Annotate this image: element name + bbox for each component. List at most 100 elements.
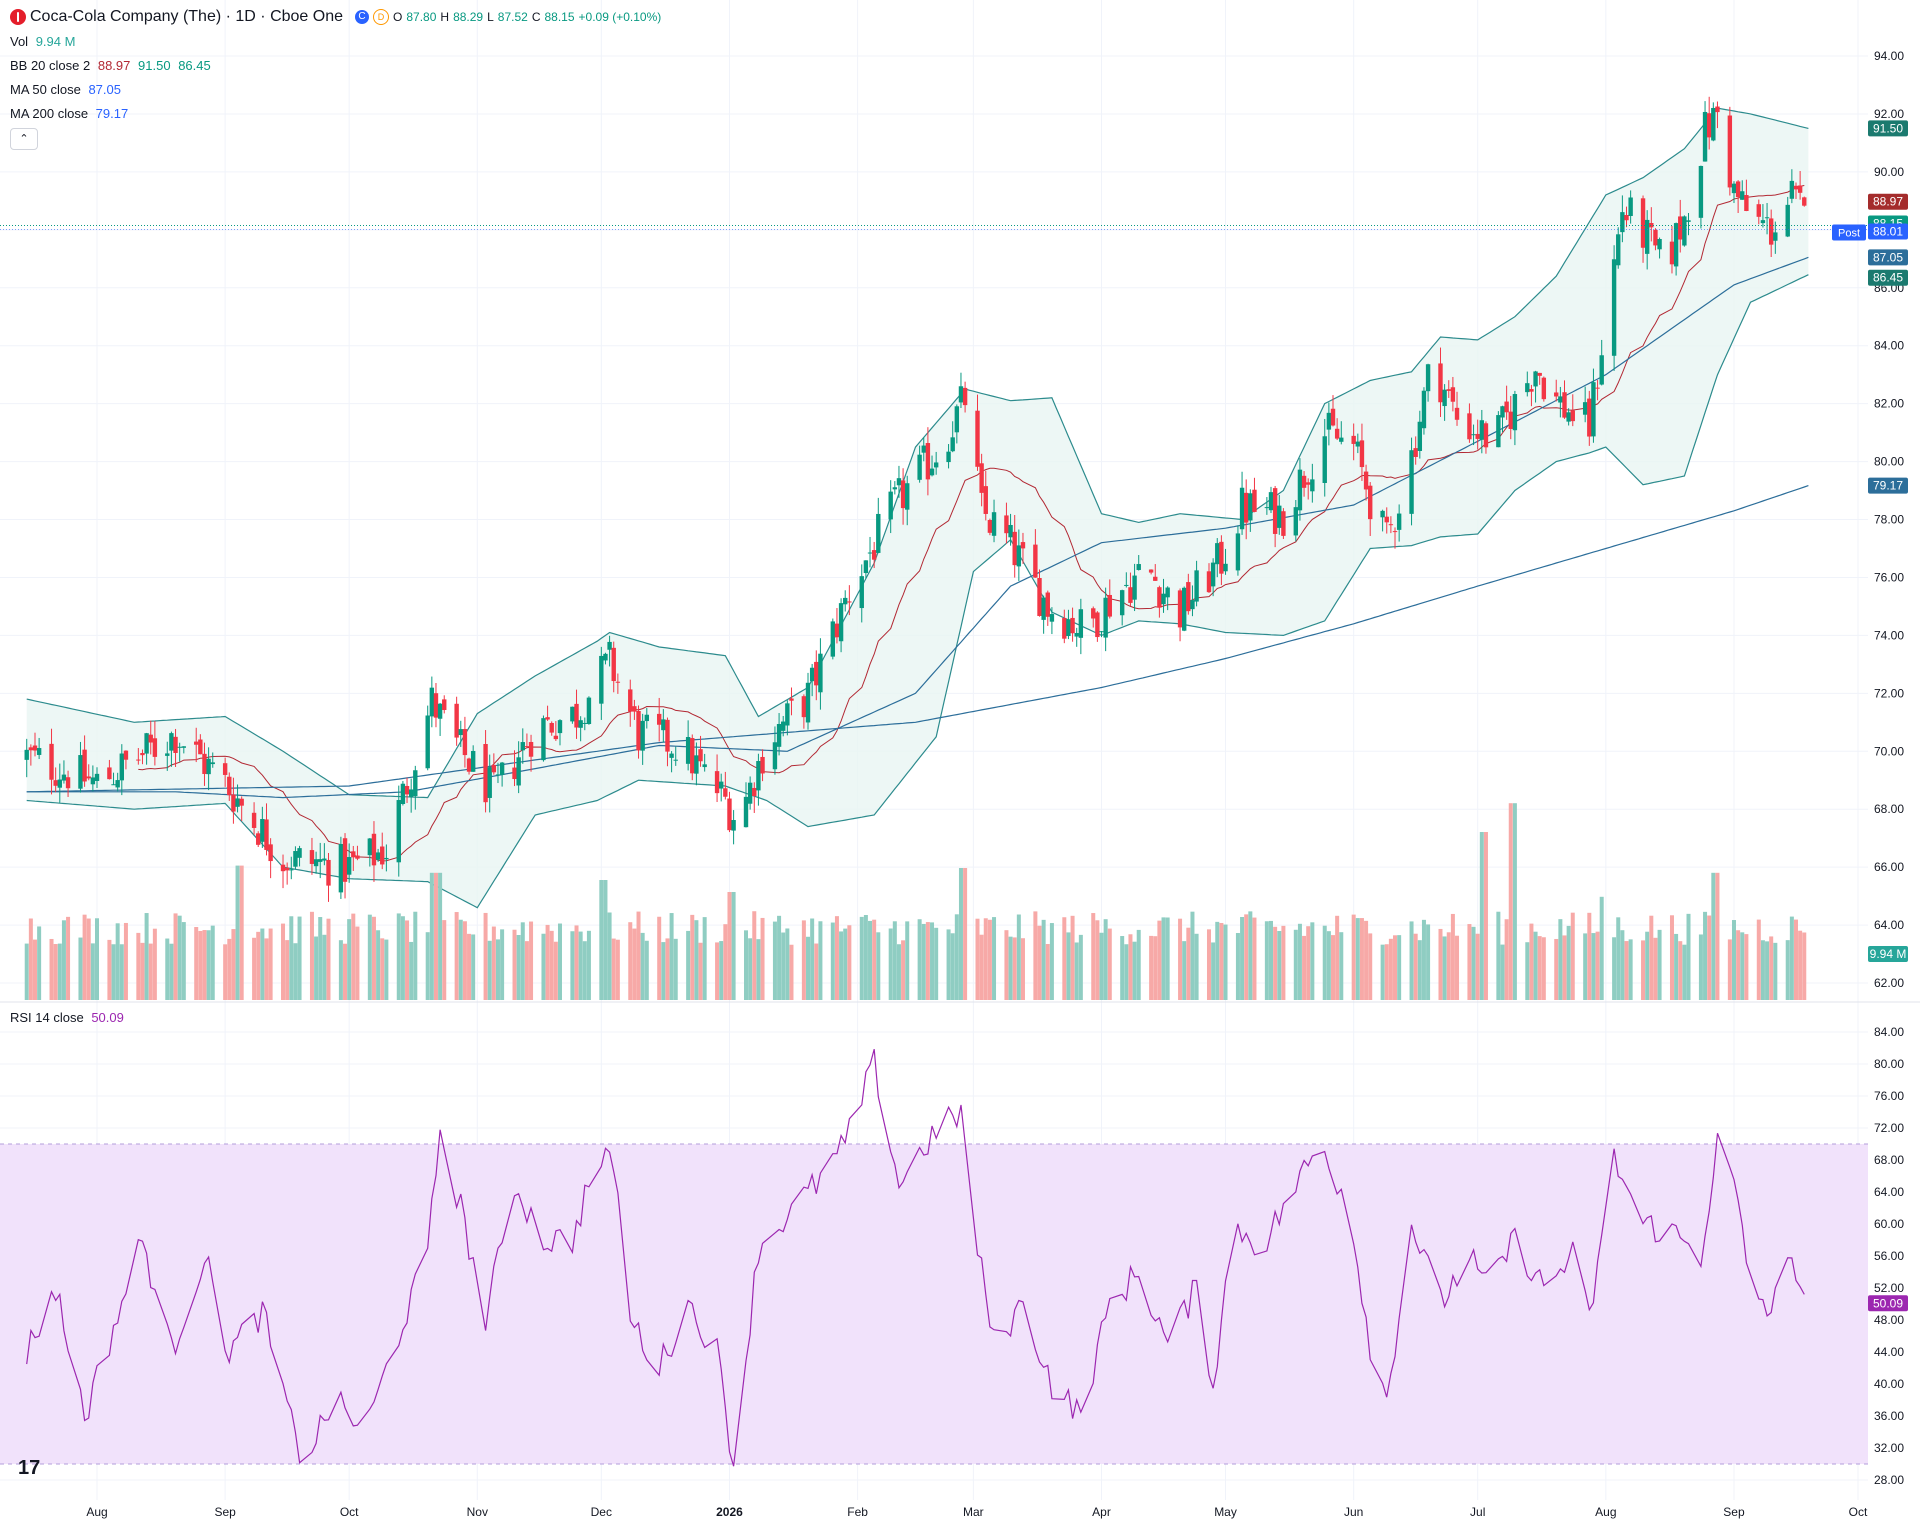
candle	[433, 683, 439, 728]
candle-body	[86, 776, 91, 779]
volume-bar	[1182, 941, 1187, 1000]
time-tick-label: Nov	[467, 1505, 488, 1519]
candle	[404, 777, 410, 804]
candle	[847, 585, 852, 616]
candle	[863, 560, 869, 579]
volume-bar	[1715, 872, 1720, 1000]
candle	[1388, 516, 1394, 534]
candle-body	[1471, 434, 1476, 436]
volume-bar	[512, 929, 517, 1000]
candle-body	[1756, 204, 1761, 217]
candle-body	[1582, 402, 1588, 415]
rsi-tick-label: 56.00	[1874, 1249, 1904, 1263]
candle	[1392, 527, 1398, 549]
candle	[805, 672, 811, 730]
candle	[1624, 206, 1629, 228]
candle-body	[1091, 608, 1096, 619]
time-tick-label: Jun	[1344, 1505, 1363, 1519]
volume-bar	[868, 920, 873, 1000]
volume-bar	[1331, 935, 1336, 1000]
volume-bar	[1194, 933, 1199, 1000]
candle	[557, 719, 563, 746]
candle	[1740, 180, 1745, 200]
candle-body	[239, 798, 244, 806]
candle	[1004, 502, 1009, 544]
candle	[1223, 548, 1228, 575]
candle	[470, 745, 476, 772]
candle	[355, 845, 360, 861]
volume-bar	[1248, 911, 1253, 1000]
volume-bar	[177, 915, 182, 1000]
volume-bar	[1537, 936, 1542, 1000]
candle-body	[673, 759, 678, 761]
volume-bar	[1306, 926, 1311, 1000]
candle	[222, 757, 228, 787]
price-tick-label: 70.00	[1874, 744, 1904, 758]
candle	[169, 731, 174, 767]
candle-body	[896, 478, 902, 486]
candle	[1078, 598, 1084, 655]
volume-bar	[260, 928, 265, 1000]
candle-body	[1421, 390, 1427, 429]
volume-bar	[500, 929, 505, 1000]
volume-legend[interactable]: Vol 9.94 M	[10, 34, 79, 49]
ohlc-close-label: C	[531, 10, 541, 24]
candle	[198, 734, 203, 755]
volume-bar	[1012, 937, 1017, 1000]
volume-bar	[1037, 925, 1042, 1000]
volume-bar	[859, 916, 864, 1000]
collapse-legend-button[interactable]: ⌃	[10, 128, 38, 150]
candle-body	[892, 487, 898, 490]
candle-body	[1744, 195, 1749, 211]
volume-bar	[119, 944, 124, 1000]
volume-bar	[1541, 937, 1546, 1000]
candle	[983, 470, 988, 521]
candle	[1363, 464, 1369, 501]
market-open-icon[interactable]: C	[355, 10, 370, 24]
candle	[1268, 486, 1274, 514]
candle	[177, 742, 182, 762]
candle	[528, 734, 534, 772]
candle	[1334, 418, 1340, 441]
candle-body	[264, 819, 269, 850]
candle-body	[1611, 259, 1617, 356]
candle	[152, 720, 158, 766]
candle-body	[210, 762, 215, 765]
candle-body	[1678, 216, 1683, 240]
volume-bar	[1587, 912, 1592, 1000]
bb-legend[interactable]: BB 20 close 2 88.97 91.50 86.45	[10, 58, 215, 73]
volume-bar	[314, 936, 319, 1000]
candle-body	[1330, 408, 1336, 426]
price-tick-label: 94.00	[1874, 49, 1904, 63]
tradingview-logo-icon[interactable]: 17	[18, 1457, 41, 1479]
volume-bars	[24, 803, 1807, 1000]
candle-body	[1508, 411, 1513, 429]
volume-bar	[636, 911, 641, 1000]
candle	[32, 732, 38, 757]
candle-body	[615, 681, 621, 683]
candle	[499, 761, 505, 787]
volume-bar	[1483, 832, 1488, 1000]
rsi-legend[interactable]: RSI 14 close 50.09	[10, 1010, 128, 1025]
ma200-legend[interactable]: MA 200 close 79.17	[10, 106, 132, 121]
symbol-title[interactable]: Coca-Cola Company (The) · 1D · Cboe One	[30, 8, 344, 25]
ma50-legend[interactable]: MA 50 close 87.05	[10, 82, 125, 97]
candle	[36, 737, 42, 760]
candle-body	[1128, 587, 1133, 603]
volume-bar	[963, 868, 968, 1000]
volume-bar	[1686, 913, 1691, 1000]
candle	[1248, 489, 1253, 532]
volume-bar	[1004, 930, 1009, 1000]
candle-body	[574, 703, 579, 728]
volume-bar	[1409, 921, 1414, 1000]
volume-bar	[1475, 933, 1480, 1000]
candle-body	[1359, 440, 1365, 468]
volume-bar	[1566, 925, 1571, 1000]
candle	[1103, 587, 1108, 652]
volume-bar	[367, 914, 372, 1000]
delayed-data-icon[interactable]: D	[373, 9, 390, 25]
candle-body	[454, 703, 459, 738]
price-tick-label: 92.00	[1874, 107, 1904, 121]
